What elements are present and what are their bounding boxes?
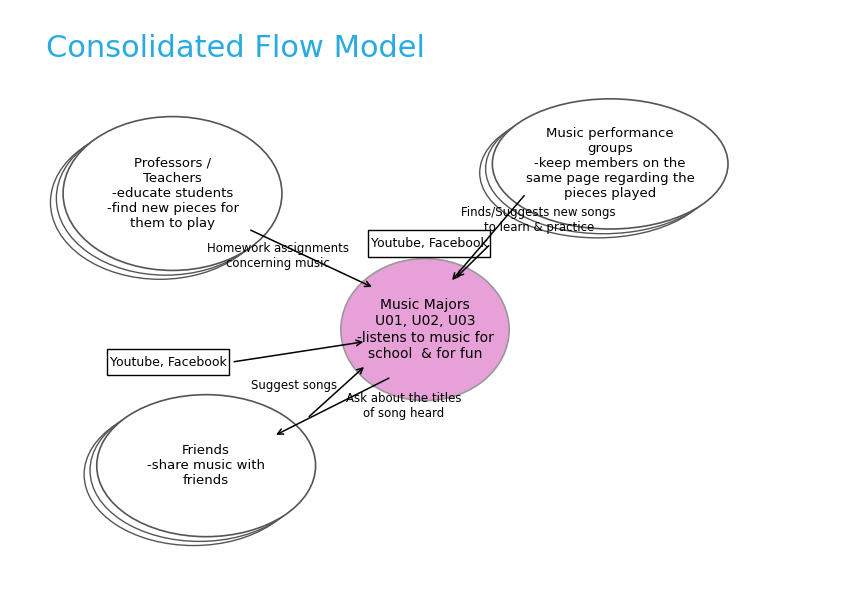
Text: Ask about the titles
of song heard: Ask about the titles of song heard: [346, 392, 462, 421]
Ellipse shape: [479, 108, 716, 238]
Text: Music performance
groups
-keep members on the
same page regarding the
pieces pla: Music performance groups -keep members o…: [526, 127, 694, 200]
Text: Youtube, Facebook: Youtube, Facebook: [110, 356, 227, 368]
Ellipse shape: [485, 104, 722, 234]
Text: Youtube, Facebook: Youtube, Facebook: [371, 237, 488, 250]
Text: Finds/Suggests new songs
to learn & practice: Finds/Suggests new songs to learn & prac…: [462, 206, 616, 234]
Text: Professors /
Teachers
-educate students
-find new pieces for
them to play: Professors / Teachers -educate students …: [106, 157, 239, 230]
Text: Suggest songs: Suggest songs: [252, 379, 337, 392]
Text: Homework assignments
concerning music: Homework assignments concerning music: [207, 242, 348, 269]
Ellipse shape: [84, 404, 303, 545]
Ellipse shape: [90, 400, 309, 541]
Ellipse shape: [97, 395, 315, 536]
Ellipse shape: [341, 259, 509, 401]
Text: Consolidated Flow Model: Consolidated Flow Model: [46, 34, 425, 63]
Ellipse shape: [56, 121, 275, 275]
Ellipse shape: [63, 116, 282, 271]
FancyBboxPatch shape: [368, 230, 490, 257]
Text: Friends
-share music with
friends: Friends -share music with friends: [147, 444, 265, 487]
Ellipse shape: [50, 125, 269, 279]
Ellipse shape: [492, 99, 728, 229]
Text: Music Majors
U01, U02, U03
-listens to music for
school  & for fun: Music Majors U01, U02, U03 -listens to m…: [356, 298, 494, 361]
FancyBboxPatch shape: [107, 349, 230, 376]
